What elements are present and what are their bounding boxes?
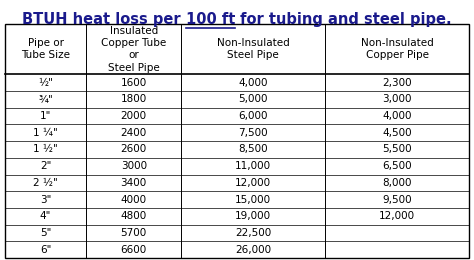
- Text: 6,000: 6,000: [238, 111, 268, 121]
- Text: 4,500: 4,500: [382, 128, 412, 138]
- Text: for tubing and steel pipe.: for tubing and steel pipe.: [235, 12, 452, 27]
- Text: 4": 4": [40, 211, 51, 221]
- Text: 4000: 4000: [121, 194, 147, 205]
- Text: 2": 2": [40, 161, 51, 171]
- Text: 2400: 2400: [121, 128, 147, 138]
- Text: 3400: 3400: [121, 178, 147, 188]
- Text: BTUH heat loss per: BTUH heat loss per: [22, 12, 186, 27]
- Text: 3": 3": [40, 194, 51, 205]
- Text: 1": 1": [40, 111, 51, 121]
- Text: 3,000: 3,000: [383, 94, 412, 104]
- Text: 7,500: 7,500: [238, 128, 268, 138]
- Text: Insulated
Copper Tube
or
Steel Pipe: Insulated Copper Tube or Steel Pipe: [101, 25, 166, 73]
- Text: 15,000: 15,000: [235, 194, 271, 205]
- Text: ¾": ¾": [38, 94, 53, 104]
- Text: 5": 5": [40, 228, 51, 238]
- Text: 1600: 1600: [121, 78, 147, 88]
- Text: 1 ½": 1 ½": [33, 145, 58, 154]
- Text: 100 ft: 100 ft: [186, 12, 235, 27]
- Text: 4,000: 4,000: [383, 111, 412, 121]
- Text: 2 ½": 2 ½": [33, 178, 58, 188]
- Text: 5700: 5700: [121, 228, 147, 238]
- Text: 12,000: 12,000: [235, 178, 271, 188]
- Text: 2600: 2600: [121, 145, 147, 154]
- Text: 8,000: 8,000: [383, 178, 412, 188]
- Text: 9,500: 9,500: [382, 194, 412, 205]
- Text: Non-Insulated
Steel Pipe: Non-Insulated Steel Pipe: [217, 38, 290, 60]
- Text: 6": 6": [40, 245, 51, 255]
- Text: 19,000: 19,000: [235, 211, 271, 221]
- Text: 5,500: 5,500: [382, 145, 412, 154]
- Text: ½": ½": [38, 78, 53, 88]
- Text: Non-Insulated
Copper Pipe: Non-Insulated Copper Pipe: [361, 38, 433, 60]
- Text: 5,000: 5,000: [238, 94, 268, 104]
- Text: 3000: 3000: [121, 161, 147, 171]
- Text: 4,000: 4,000: [238, 78, 268, 88]
- Text: 1800: 1800: [121, 94, 147, 104]
- Text: 26,000: 26,000: [235, 245, 271, 255]
- Text: 11,000: 11,000: [235, 161, 271, 171]
- Text: 12,000: 12,000: [379, 211, 415, 221]
- Text: 6,500: 6,500: [382, 161, 412, 171]
- Text: 6600: 6600: [121, 245, 147, 255]
- Text: 2,300: 2,300: [382, 78, 412, 88]
- Text: 4800: 4800: [121, 211, 147, 221]
- Text: Pipe or
Tube Size: Pipe or Tube Size: [21, 38, 70, 60]
- Text: 8,500: 8,500: [238, 145, 268, 154]
- Text: 1 ¼": 1 ¼": [33, 128, 58, 138]
- Text: 2000: 2000: [121, 111, 147, 121]
- Text: 22,500: 22,500: [235, 228, 271, 238]
